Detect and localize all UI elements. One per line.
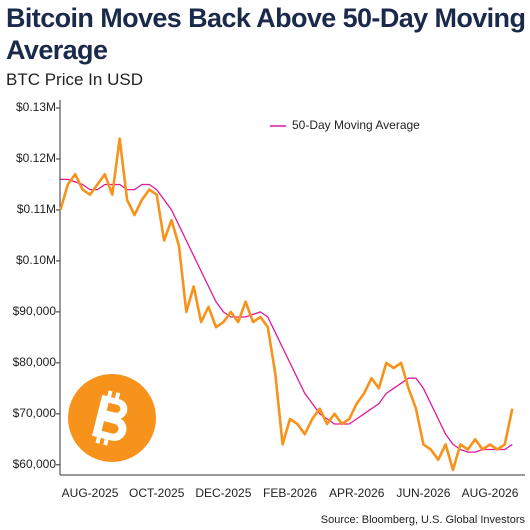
x-tick-label: AUG-2026 xyxy=(462,486,519,500)
y-tick-label: $70,000 xyxy=(13,406,57,420)
x-tick-label: OCT-2025 xyxy=(129,486,185,500)
y-tick-label: $0.13M xyxy=(16,100,56,114)
x-tick-label: FEB-2026 xyxy=(263,486,317,500)
x-tick-label: APR-2026 xyxy=(329,486,385,500)
y-tick-label: $90,000 xyxy=(13,304,57,318)
y-tick-label: $0.11M xyxy=(17,202,56,216)
legend-label: 50-Day Moving Average xyxy=(292,118,420,132)
y-tick-label: $0.12M xyxy=(16,151,56,165)
chart-subtitle: BTC Price In USD xyxy=(6,70,143,89)
y-tick-label: $60,000 xyxy=(13,457,57,471)
x-tick-label: JUN-2026 xyxy=(396,486,450,500)
y-tick-label: $80,000 xyxy=(13,355,57,369)
chart-title: Bitcoin Moves Back Above 50-Day Moving A… xyxy=(6,3,526,65)
bitcoin-logo xyxy=(68,374,156,462)
series-line xyxy=(60,178,513,453)
y-tick-label: $0.10M xyxy=(16,253,56,267)
series-line xyxy=(59,137,514,472)
source: Source: Bloomberg, U.S. Global Investors xyxy=(321,514,526,526)
x-tick-label: AUG-2025 xyxy=(62,486,119,500)
x-tick-label: DEC-2025 xyxy=(195,486,251,500)
